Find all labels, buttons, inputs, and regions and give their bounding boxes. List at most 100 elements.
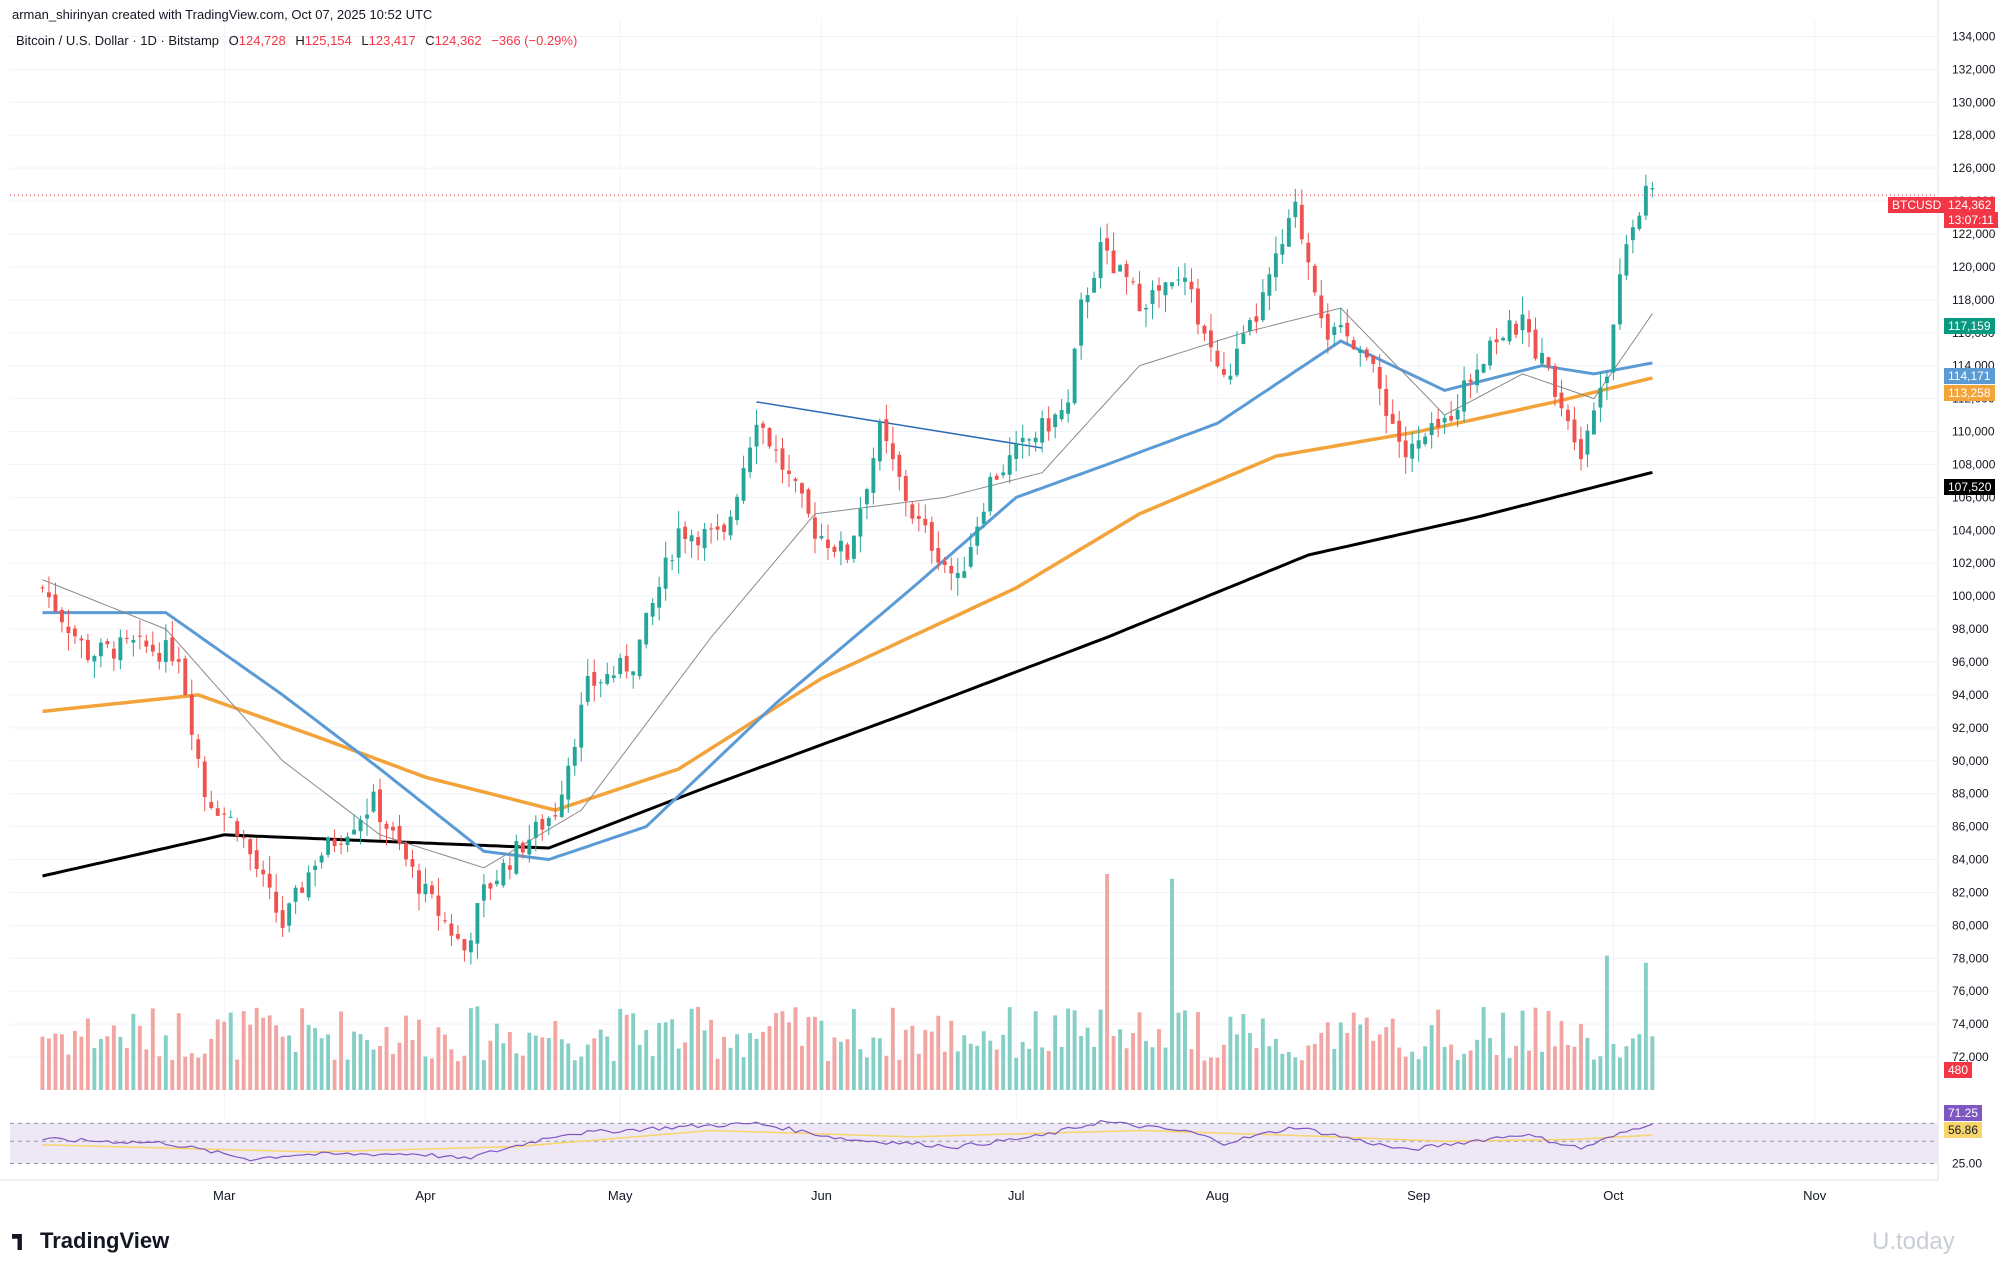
volume-bar [79, 1036, 84, 1090]
volume-bar [423, 1056, 428, 1090]
volume-bar [1520, 1010, 1525, 1090]
volume-bar [988, 1040, 993, 1090]
price-tick-label: 104,000 [1952, 523, 1996, 537]
candle-body [1377, 367, 1382, 389]
candle-body [981, 511, 986, 524]
volume-bar [274, 1025, 279, 1090]
volume-bar [890, 1007, 895, 1090]
candle-body [598, 682, 603, 684]
ticker-tag: BTCUSD [1888, 197, 1946, 213]
tradingview-logo-icon [12, 1234, 22, 1250]
volume-bar [1617, 1057, 1622, 1090]
candle-body [202, 761, 207, 798]
candle-body [59, 610, 64, 623]
candle-body [618, 658, 623, 675]
rsi-line [42, 1120, 1653, 1162]
volume-bar [494, 1023, 499, 1090]
candle-body [1014, 443, 1019, 459]
volume-bar [1442, 1046, 1447, 1090]
volume-bar [1540, 1051, 1544, 1090]
candle-body [936, 548, 941, 563]
volume-bar [897, 1059, 902, 1090]
candle-body [1514, 323, 1518, 335]
candle-body [1637, 215, 1642, 229]
volume-bar [1351, 1012, 1356, 1090]
price-tick-label: 100,000 [1952, 589, 1996, 603]
candle-body [962, 571, 967, 578]
volume-bar [1455, 1059, 1460, 1090]
volume-bar [267, 1015, 272, 1090]
volume-bar [864, 1057, 869, 1090]
candle-body [150, 644, 155, 652]
volume-bar [657, 1022, 662, 1090]
symbol-legend: Bitcoin / U.S. Dollar · 1D · Bitstamp O1… [16, 33, 577, 48]
candle-body [1540, 352, 1544, 364]
volume-bar [1234, 1034, 1239, 1090]
candle-body [1410, 443, 1415, 459]
price-tick-label: 120,000 [1952, 260, 1996, 274]
volume-bar [1092, 1046, 1097, 1090]
rsi-tick-label: 25.00 [1952, 1157, 1982, 1171]
volume-bar [455, 1061, 460, 1090]
volume-bar [1429, 1025, 1434, 1090]
candle-body [481, 884, 486, 901]
volume-bar [929, 1031, 934, 1090]
time-tick-label: Apr [415, 1188, 436, 1203]
volume-bar [1643, 962, 1648, 1090]
candle-body [1611, 324, 1616, 373]
volume-bar [877, 1038, 882, 1090]
volume-bar [1559, 1020, 1564, 1090]
tradingview-logo[interactable]: TradingView [12, 1228, 169, 1254]
candle-body [1604, 376, 1609, 384]
candle-body [345, 836, 350, 845]
candle-body [449, 923, 454, 936]
rsi-ma-tag: 56.86 [1944, 1122, 1983, 1138]
volume-bar [1468, 1050, 1473, 1090]
volume-bar [702, 1030, 707, 1090]
volume-bar [1157, 1029, 1161, 1090]
volume-bar [47, 1038, 51, 1090]
volume-bar [1183, 1010, 1187, 1090]
volume-bar [1111, 1035, 1116, 1090]
candle-body [1546, 357, 1551, 367]
volume-bar [1501, 1012, 1506, 1090]
candle-body [92, 656, 97, 662]
candle-body [494, 880, 499, 885]
volume-bar [1514, 1045, 1518, 1090]
volume-bar [800, 1045, 804, 1090]
candle-body [306, 872, 311, 898]
volume-bar [1312, 1043, 1317, 1090]
volume-bar [1020, 1041, 1025, 1090]
candle-body [1449, 415, 1454, 421]
candle-body [47, 592, 51, 598]
candle-body [1001, 472, 1006, 476]
volume-bar [1410, 1051, 1415, 1090]
volume-bar [936, 1015, 941, 1090]
candle-body [254, 850, 259, 869]
volume-bar [1131, 1033, 1135, 1090]
volume-bar [735, 1034, 740, 1090]
candle-body [819, 535, 824, 539]
candle-body [871, 458, 876, 493]
trendline [756, 401, 1043, 449]
volume-bar [468, 1008, 473, 1090]
candle-body [1591, 410, 1596, 435]
volume-bar [572, 1060, 577, 1090]
volume-bar [592, 1038, 597, 1090]
candle-body [430, 885, 434, 895]
volume-bar [962, 1035, 967, 1090]
candle-body [189, 694, 194, 735]
candle-body [761, 423, 765, 428]
candle-body [358, 819, 363, 832]
volume-bar [189, 1053, 194, 1090]
volume-bar [566, 1043, 571, 1090]
candle-body [780, 448, 785, 470]
volume-bar [488, 1040, 493, 1090]
candle-body [501, 862, 506, 886]
volume-bar [1196, 1012, 1200, 1090]
candle-body [1358, 349, 1363, 353]
candle-body [838, 540, 843, 552]
candle-body [1215, 350, 1220, 367]
volume-bar [1423, 1046, 1428, 1090]
